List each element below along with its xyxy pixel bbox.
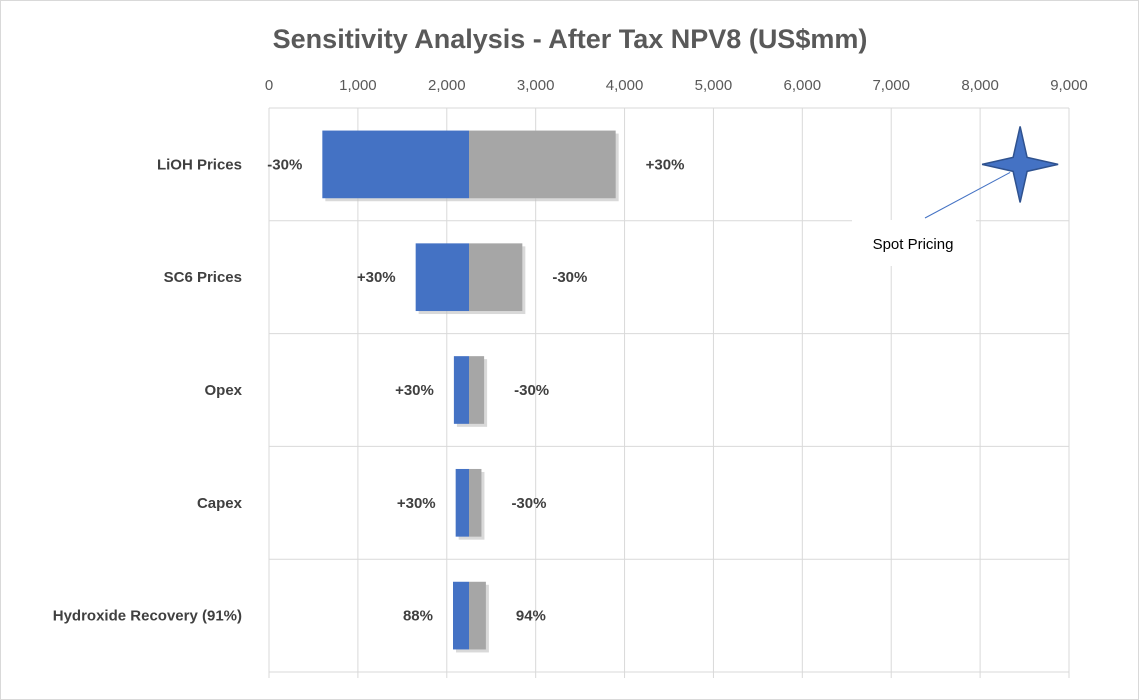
x-tick-label: 7,000: [872, 77, 910, 94]
category-label: Hydroxide Recovery (91%): [53, 608, 242, 625]
data-label-high: -30%: [514, 382, 549, 399]
category-label: SC6 Prices: [164, 269, 242, 286]
bar-low: [455, 468, 469, 537]
data-label-high: -30%: [552, 269, 587, 286]
category-label: Capex: [197, 495, 243, 512]
x-tick-label: 4,000: [606, 77, 644, 94]
x-tick-label: 3,000: [517, 77, 555, 94]
bar-high: [469, 130, 616, 199]
bar-low: [453, 581, 469, 650]
spot-pricing-star-icon: [981, 126, 1059, 203]
x-tick-label: 1,000: [339, 77, 377, 94]
chart-title: Sensitivity Analysis - After Tax NPV8 (U…: [273, 24, 868, 54]
data-label-high: +30%: [646, 156, 685, 173]
bar-low: [415, 243, 469, 312]
data-label-low: +30%: [357, 269, 396, 286]
x-tick-label: 2,000: [428, 77, 466, 94]
data-label-low: 88%: [403, 608, 433, 625]
x-tick-label: 6,000: [784, 77, 822, 94]
bar-high: [469, 243, 523, 312]
data-label-low: +30%: [395, 382, 434, 399]
annotation-leader-line: [924, 171, 1011, 219]
data-label-high: 94%: [516, 608, 546, 625]
data-label-high: -30%: [511, 495, 546, 512]
data-label-low: +30%: [397, 495, 436, 512]
bar-low: [322, 130, 469, 199]
x-tick-label: 8,000: [961, 77, 999, 94]
x-tick-label: 0: [265, 77, 273, 94]
annotation-label: Spot Pricing: [873, 236, 954, 253]
bar-high: [469, 581, 486, 650]
x-tick-label: 9,000: [1050, 77, 1088, 94]
bar-low: [453, 356, 469, 424]
category-label: Opex: [204, 382, 242, 399]
bar-high: [469, 356, 485, 424]
bar-high: [469, 468, 482, 537]
x-tick-label: 5,000: [695, 77, 733, 94]
annotation-box: [852, 220, 976, 266]
category-label: LiOH Prices: [157, 156, 242, 173]
data-label-low: -30%: [267, 156, 302, 173]
